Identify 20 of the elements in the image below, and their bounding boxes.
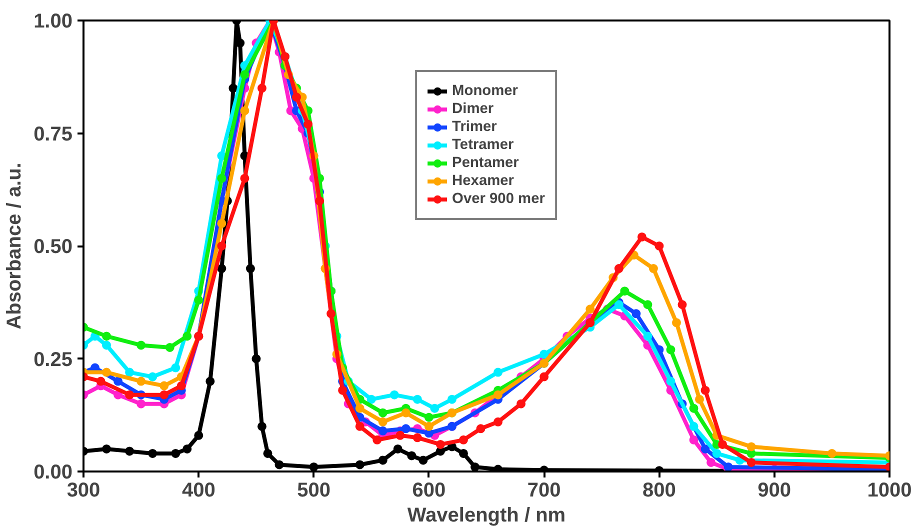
legend-label: Trimer [452,118,497,136]
legend-label: Monomer [452,82,518,100]
x-axis-title: Wavelength / nm [407,504,566,526]
x-tick-label: 900 [758,480,792,502]
legend-label: Dimer [452,100,494,118]
y-axis-title: Absorbance / a.u. [4,162,26,330]
y-tick-label: 1.00 [34,10,73,32]
x-tick-label: 700 [527,480,561,502]
x-tick-label: 800 [642,480,676,502]
x-tick-label: 1000 [867,480,912,502]
x-tick-label: 400 [182,480,216,502]
y-tick-label: 0.25 [34,348,73,371]
y-tick-label: 0.75 [34,123,73,146]
legend-label: Over 900 mer [452,190,545,208]
y-tick-label: 0.50 [34,236,73,258]
x-tick-label: 500 [297,480,330,502]
legend-label: Tetramer [452,136,514,154]
legend-label: Pentamer [452,154,519,172]
x-tick-label: 600 [412,480,446,502]
legend-label: Hexamer [452,172,514,190]
